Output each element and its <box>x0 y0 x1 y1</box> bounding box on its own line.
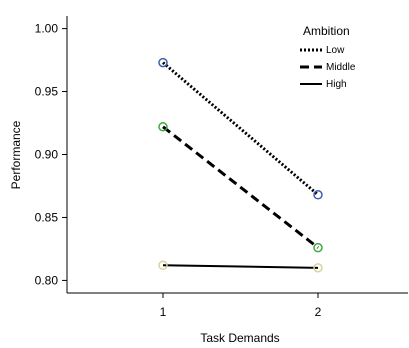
chart-axes <box>66 16 408 294</box>
y-tick-label: 0.85 <box>35 210 59 224</box>
y-axis-title: Performance <box>9 120 23 189</box>
data-point-middle-2 <box>313 242 323 253</box>
data-point-high-1 <box>158 260 168 271</box>
x-tick-label: 2 <box>315 305 322 319</box>
series-line-high <box>162 264 319 269</box>
legend-title: Ambition <box>303 24 350 38</box>
data-point-low-2 <box>313 190 323 200</box>
legend-items: Low Middle High <box>300 45 356 90</box>
legend: Ambition Low Middle High <box>300 24 356 90</box>
series-line-low <box>162 61 319 196</box>
series-line-middle <box>162 125 319 249</box>
data-point-middle-1 <box>158 122 168 132</box>
x-axis-title: Task Demands <box>200 331 279 345</box>
x-tick-label: 1 <box>160 305 167 319</box>
y-tick-label: 1.00 <box>35 22 59 36</box>
legend-label-low: Low <box>326 45 345 56</box>
y-tick-label: 0.90 <box>35 148 59 162</box>
data-point-high-2 <box>313 263 323 273</box>
y-tick-label: 0.95 <box>35 85 59 99</box>
y-axis-ticks: 0.80 0.85 0.90 0.95 1.00 <box>35 22 67 287</box>
legend-label-high: High <box>326 79 347 90</box>
data-point-low-1 <box>158 57 168 68</box>
y-tick-label: 0.80 <box>35 273 59 287</box>
legend-label-middle: Middle <box>326 62 356 73</box>
series-layer <box>158 57 323 273</box>
